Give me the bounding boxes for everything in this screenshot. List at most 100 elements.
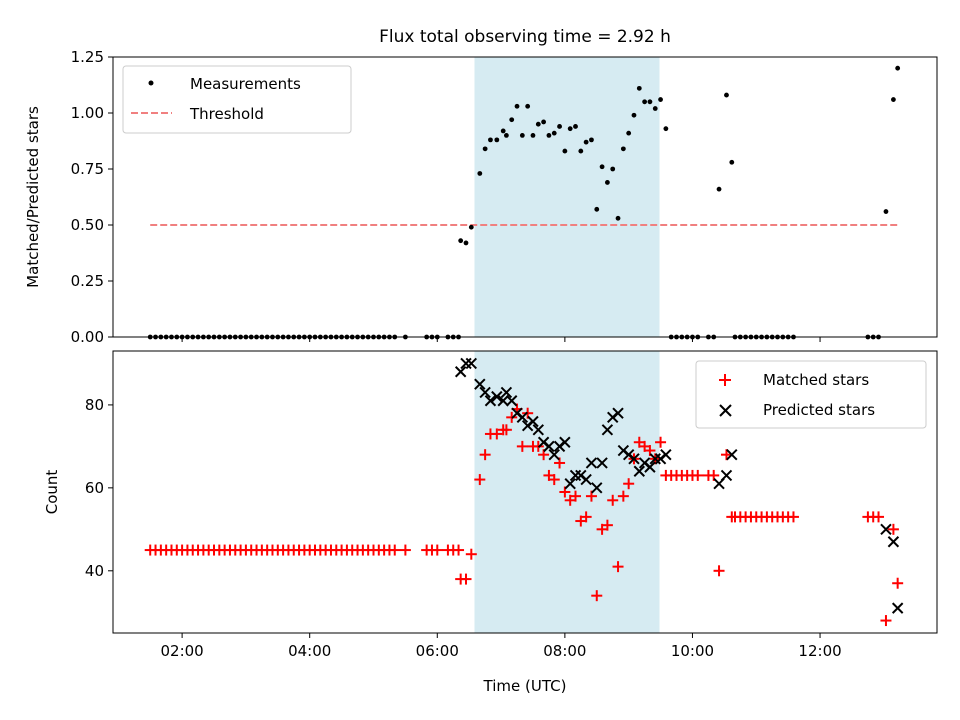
matched-star-point bbox=[548, 474, 560, 486]
predicted-star-point bbox=[644, 461, 656, 473]
matched-star-point bbox=[892, 577, 904, 589]
bottom-x-tick-label: 08:00 bbox=[543, 642, 586, 660]
measurement-point bbox=[458, 238, 464, 244]
measurement-point bbox=[578, 148, 584, 154]
measurement-point bbox=[620, 146, 626, 152]
predicted-star-point bbox=[720, 469, 733, 482]
predicted-star-point bbox=[500, 386, 513, 399]
matched-star-point bbox=[617, 490, 629, 502]
predicted-star-point bbox=[660, 448, 672, 461]
predicted-star-point bbox=[548, 448, 560, 461]
measurement-point bbox=[610, 166, 616, 172]
measurement-point bbox=[514, 103, 520, 109]
measurement-point bbox=[551, 130, 557, 136]
measurement-point bbox=[468, 224, 474, 230]
matched-star-point bbox=[601, 519, 613, 531]
matched-star-point bbox=[787, 511, 799, 523]
measurement-point bbox=[488, 137, 493, 143]
bottom-x-tick-label: 10:00 bbox=[671, 642, 714, 660]
matched-star-point bbox=[623, 478, 635, 490]
bottom-y-ticks: 40 60 80 bbox=[85, 396, 113, 580]
legend-matched-marker bbox=[719, 374, 731, 386]
matched-star-point bbox=[570, 490, 582, 502]
measurement-point bbox=[605, 180, 610, 185]
legend-predicted-marker bbox=[719, 404, 732, 417]
predicted-star-point bbox=[726, 448, 738, 461]
matched-star-point bbox=[389, 544, 401, 556]
top-y-tick-label: 0.75 bbox=[71, 160, 104, 178]
predicted-star-point bbox=[601, 424, 614, 436]
predicted-star-point bbox=[596, 457, 608, 469]
legend-measurements-marker bbox=[148, 80, 154, 86]
measurement-point bbox=[562, 148, 568, 154]
measurement-point bbox=[895, 65, 901, 71]
legend-threshold-label: Threshold bbox=[189, 105, 264, 123]
measurement-point bbox=[503, 133, 509, 138]
measurement-point bbox=[636, 85, 642, 91]
matched-star-point bbox=[580, 511, 592, 523]
matched-star-point bbox=[479, 449, 491, 461]
predicted-star-point bbox=[465, 357, 478, 370]
top-legend-box bbox=[122, 65, 352, 134]
bottom-y-tick-label: 40 bbox=[85, 562, 104, 580]
bottom-x-ticks: 02:00 04:00 06:00 08:00 10:00 12:00 bbox=[160, 633, 842, 660]
measurement-point bbox=[663, 126, 669, 132]
measurement-point bbox=[626, 130, 632, 136]
matched-star-point bbox=[465, 548, 477, 560]
bottom-panel: 40 60 80 02:00 04:00 06:00 08:00 10:00 12:00 Co… bbox=[43, 350, 938, 695]
bottom-x-tick-label: 02:00 bbox=[160, 642, 203, 660]
matched-star-point bbox=[453, 544, 465, 556]
bottom-x-tick-label: 12:00 bbox=[798, 642, 841, 660]
matched-star-point bbox=[399, 544, 411, 556]
measurement-point bbox=[509, 117, 515, 123]
bottom-y-tick-label: 80 bbox=[85, 396, 104, 414]
measurement-point bbox=[729, 159, 735, 165]
measurement-point bbox=[589, 137, 594, 143]
measurement-point bbox=[583, 139, 589, 145]
predicted-star-point bbox=[479, 386, 491, 399]
predicted-stars-points bbox=[454, 357, 904, 614]
predicted-star-point bbox=[484, 395, 497, 407]
predicted-star-point bbox=[516, 411, 529, 424]
top-chart-title: Flux total observing time = 2.92 h bbox=[379, 27, 671, 47]
measurement-point bbox=[716, 186, 722, 192]
measurement-point bbox=[642, 99, 648, 105]
measurement-point bbox=[599, 164, 605, 170]
measurement-point bbox=[652, 106, 658, 111]
measurement-point bbox=[567, 126, 573, 132]
predicted-star-point bbox=[887, 536, 900, 548]
predicted-star-point bbox=[527, 415, 539, 428]
top-plot-frame bbox=[112, 56, 938, 338]
predicted-star-point bbox=[474, 378, 486, 390]
measurement-point bbox=[573, 124, 578, 129]
predicted-star-point bbox=[891, 602, 904, 614]
top-y-tick-label: 0.00 bbox=[71, 328, 104, 346]
matched-star-point bbox=[692, 469, 704, 481]
predicted-star-point bbox=[564, 477, 576, 490]
measurement-point bbox=[546, 133, 552, 138]
matched-star-point bbox=[873, 511, 885, 523]
measurement-point bbox=[631, 112, 637, 118]
predicted-star-point bbox=[559, 436, 571, 448]
top-y-tick-label: 1.25 bbox=[71, 48, 104, 66]
predicted-star-point bbox=[580, 473, 592, 486]
predicted-star-point bbox=[633, 465, 646, 477]
matched-star-point bbox=[720, 449, 732, 461]
predicted-star-point bbox=[543, 440, 555, 453]
predicted-star-point bbox=[628, 453, 640, 465]
measurement-point bbox=[519, 133, 525, 138]
matched-star-point bbox=[887, 523, 899, 535]
measurement-point bbox=[724, 92, 729, 98]
measurement-point bbox=[541, 119, 547, 125]
legend-predicted-label: Predicted stars bbox=[763, 401, 875, 419]
predicted-star-point bbox=[880, 523, 892, 536]
matched-star-point bbox=[491, 428, 503, 440]
measurement-point bbox=[535, 121, 541, 127]
legend-matched-label: Matched stars bbox=[763, 371, 869, 389]
measurement-point bbox=[891, 97, 896, 102]
top-y-tick-label: 0.50 bbox=[71, 216, 104, 234]
measurement-point bbox=[463, 240, 469, 246]
measurement-point bbox=[594, 206, 600, 212]
predicted-star-point bbox=[454, 366, 467, 378]
